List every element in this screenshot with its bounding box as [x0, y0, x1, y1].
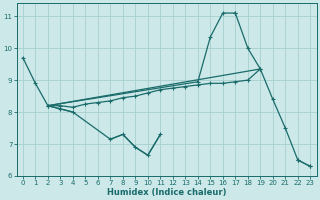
X-axis label: Humidex (Indice chaleur): Humidex (Indice chaleur) — [107, 188, 226, 197]
